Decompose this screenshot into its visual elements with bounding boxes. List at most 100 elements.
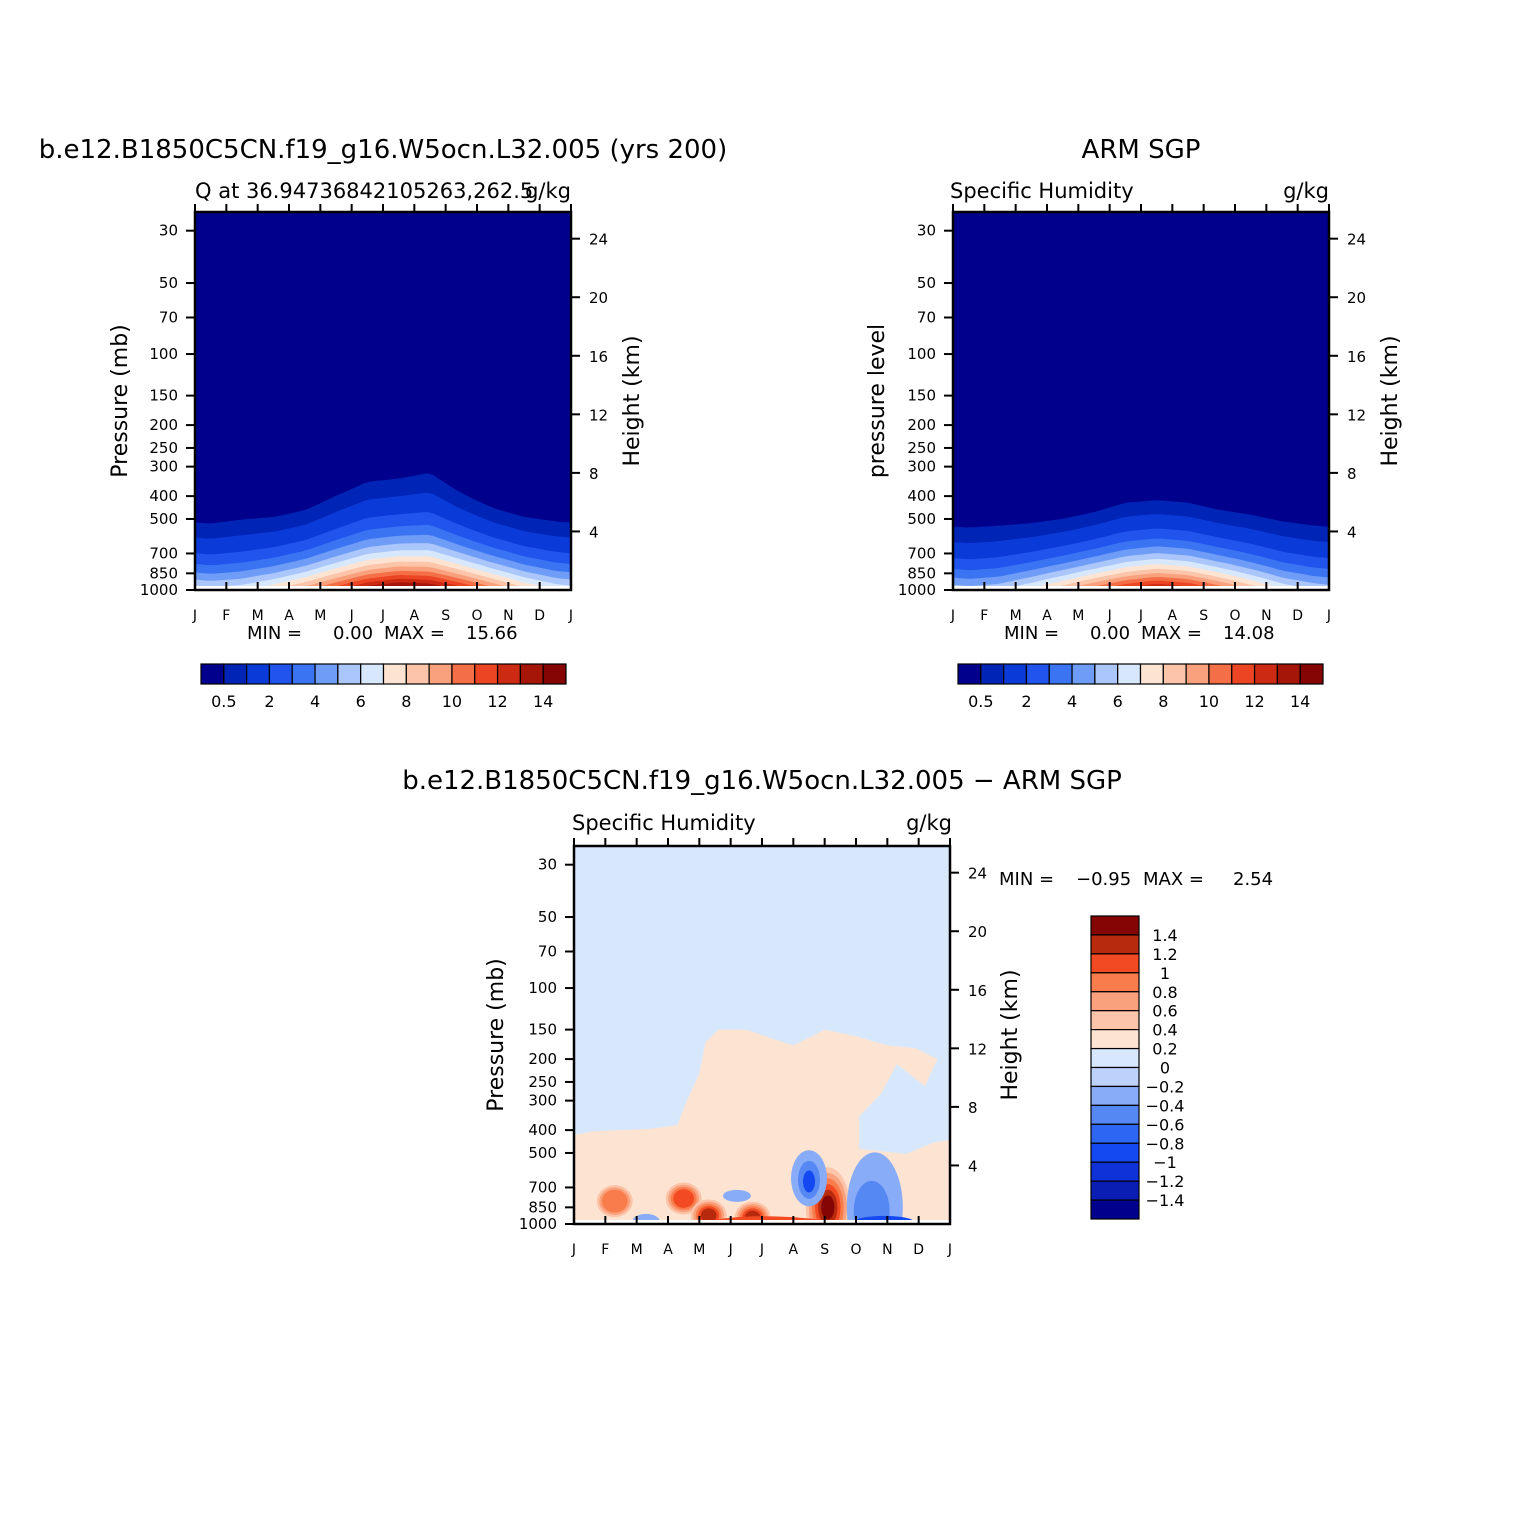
colorbar-tick-label: 0.2 — [1152, 1040, 1177, 1059]
colorbar-box — [337, 663, 362, 685]
y-tick-label: 200 — [149, 416, 178, 434]
x-tick-label: N — [503, 608, 513, 624]
y-tick-label: 400 — [907, 487, 936, 505]
colorbar-tick-label: 2 — [264, 692, 274, 711]
colorbar-box — [1090, 972, 1140, 993]
x-tick-label: A — [663, 1242, 673, 1258]
colorbar-tick-label: −0.6 — [1146, 1115, 1185, 1134]
y-tick-label: 300 — [149, 458, 178, 476]
y2-tick-label: 16 — [1347, 348, 1366, 366]
y2-tick-label: 20 — [1347, 289, 1366, 307]
x-tick-label: F — [222, 608, 230, 624]
x-tick-label: D — [913, 1242, 924, 1258]
colorbar-tick-label: −0.2 — [1146, 1077, 1185, 1096]
colorbar-tick-label: 14 — [1290, 692, 1310, 711]
min-value: 0.00 — [333, 623, 373, 644]
x-tick-label: F — [601, 1242, 609, 1258]
contour-plot — [953, 212, 1329, 590]
colorbar-box — [291, 663, 316, 685]
x-tick-label: F — [980, 608, 988, 624]
colorbar-box — [382, 663, 407, 685]
x-tick-label: J — [759, 1242, 764, 1258]
y-tick-label: 150 — [149, 387, 178, 405]
chart-subtitle-right: g/kg — [906, 811, 952, 835]
y-tick-label: 70 — [159, 309, 178, 327]
max-label: MAX = — [1141, 623, 1202, 644]
y2-tick-label: 4 — [589, 523, 599, 541]
colorbar-tick-label: 6 — [1113, 692, 1123, 711]
colorbar-box — [1139, 663, 1164, 685]
y-tick-label: 500 — [528, 1144, 557, 1162]
contour-band — [696, 1139, 727, 1190]
colorbar: 1.41.210.80.60.40.20−0.2−0.4−0.6−0.8−1−1… — [1090, 915, 1185, 1220]
y-tick-label: 50 — [917, 274, 936, 292]
x-tick-label: D — [534, 608, 545, 624]
contour-core — [700, 1208, 717, 1223]
x-tick-label: A — [284, 608, 294, 624]
colorbar-tick-label: 1.4 — [1152, 926, 1177, 945]
contour-core — [673, 1189, 695, 1208]
colorbar-box — [1090, 991, 1140, 1012]
colorbar-box — [519, 663, 544, 685]
colorbar-box — [1090, 915, 1140, 936]
x-tick-label: M — [1010, 608, 1022, 624]
chart-title: ARM SGP — [1082, 135, 1201, 165]
x-tick-label: J — [950, 608, 955, 624]
colorbar: 0.5 2 4 6 8 10 12 14 — [200, 663, 567, 711]
contour-plot — [195, 212, 571, 590]
colorbar-box — [314, 663, 339, 685]
colorbar-tick-label: −1 — [1153, 1153, 1177, 1172]
colorbar-box — [980, 663, 1005, 685]
x-tick-label: A — [789, 1242, 799, 1258]
colorbar-tick-label: 0.4 — [1152, 1021, 1177, 1040]
colorbar-box — [1071, 663, 1096, 685]
chart-subtitle-left: Specific Humidity — [572, 811, 756, 835]
y-tick-label: 100 — [528, 979, 557, 997]
max-label: MAX = — [384, 623, 445, 644]
colorbar-box — [1090, 934, 1140, 955]
y-tick-label: 30 — [917, 222, 936, 240]
y-tick-label: 70 — [917, 309, 936, 327]
x-tick-label: O — [471, 608, 482, 624]
y2-tick-label: 12 — [589, 406, 608, 424]
y2-tick-label: 16 — [968, 982, 987, 1000]
y2-tick-label: 12 — [1347, 406, 1366, 424]
colorbar-box — [1090, 1104, 1140, 1125]
colorbar-box — [1090, 1161, 1140, 1182]
colorbar-tick-label: 0.5 — [968, 692, 993, 711]
model-panel: b.e12.B1850C5CN.f19_g16.W5ocn.L32.005 (y… — [39, 135, 728, 711]
colorbar-box — [1090, 1142, 1140, 1163]
y-tick-label: 850 — [149, 564, 178, 582]
obs-panel: ARM SGP Specific Humidity g/kg J F M A M J J A S… — [865, 135, 1403, 711]
chart-subtitle-right: g/kg — [1283, 179, 1329, 203]
y-tick-label: 850 — [528, 1198, 557, 1216]
contour-band — [722, 1189, 751, 1202]
colorbar-box — [1090, 1085, 1140, 1106]
colorbar-box — [1185, 663, 1210, 685]
y-tick-label: 250 — [149, 439, 178, 457]
x-tick-label: S — [441, 608, 450, 624]
y2-tick-label: 4 — [968, 1157, 978, 1175]
colorbar-box — [496, 663, 521, 685]
colorbar-box — [451, 663, 476, 685]
colorbar-tick-label: 0.6 — [1152, 1002, 1177, 1021]
colorbar-box — [200, 663, 225, 685]
min-label: MIN = — [999, 869, 1054, 890]
min-value: −0.95 — [1076, 869, 1131, 890]
colorbar-box — [957, 663, 982, 685]
y-tick-label: 50 — [159, 274, 178, 292]
colorbar-box — [474, 663, 499, 685]
y-tick-label: 400 — [149, 487, 178, 505]
contour-core — [601, 1189, 628, 1213]
y-tick-label: 500 — [149, 510, 178, 528]
colorbar-box — [223, 663, 248, 685]
max-value: 15.66 — [466, 623, 518, 644]
contour-plot — [574, 846, 950, 1224]
x-tick-label: A — [410, 608, 420, 624]
colorbar-box — [428, 663, 453, 685]
y2-tick-label: 16 — [589, 348, 608, 366]
x-tick-label: N — [882, 1242, 892, 1258]
x-tick-label: S — [1199, 608, 1208, 624]
colorbar-tick-label: 10 — [1199, 692, 1219, 711]
y-tick-label: 70 — [538, 943, 557, 961]
